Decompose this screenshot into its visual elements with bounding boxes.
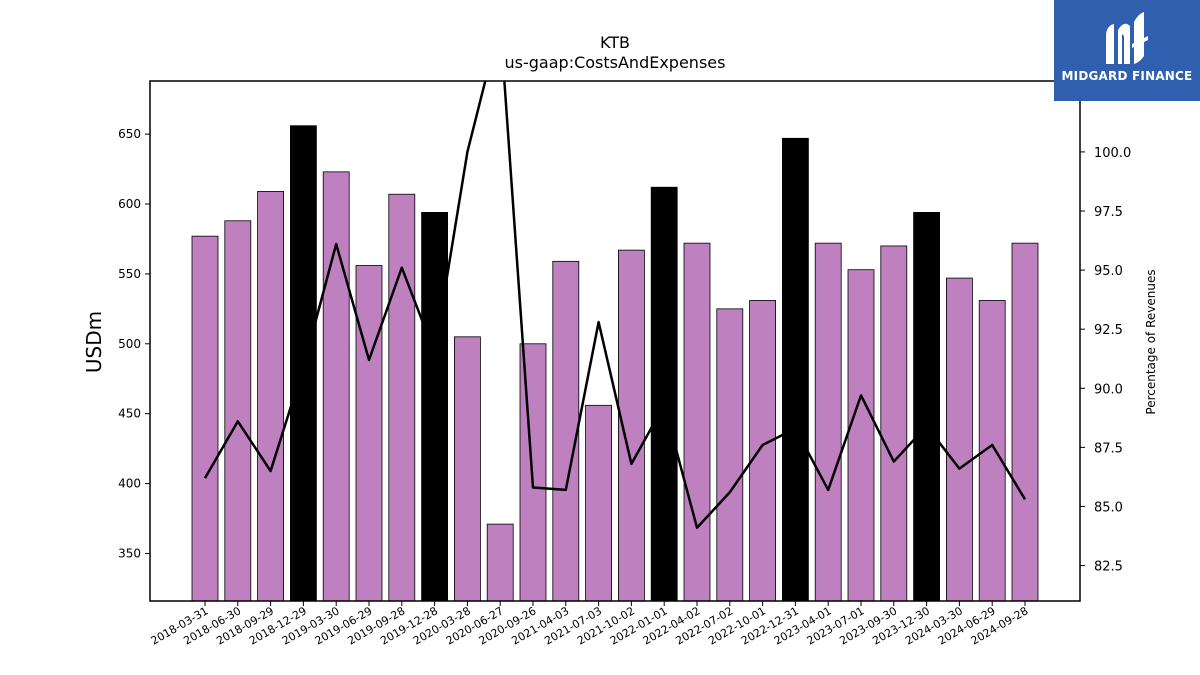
y-tick-label: 350	[118, 546, 141, 560]
bar	[847, 269, 875, 601]
y2-tick-label: 97.5	[1094, 205, 1123, 220]
bar	[388, 193, 416, 601]
y-axis-label: USDm	[82, 311, 106, 373]
bar	[716, 308, 744, 601]
bar-group	[191, 125, 1039, 601]
y2-tick-label: 90.0	[1094, 382, 1123, 397]
brand-logo: MIDGARD FINANCE	[1054, 0, 1200, 101]
brand-name: MIDGARD FINANCE	[1061, 69, 1193, 83]
y2-axis-label: Percentage of Revenues	[1144, 269, 1158, 414]
y2-tick-label: 87.5	[1094, 441, 1123, 456]
bar	[782, 137, 809, 601]
bar	[355, 265, 383, 601]
bar	[421, 211, 449, 601]
bar	[880, 245, 908, 601]
plot-frame	[149, 80, 1081, 602]
bar	[257, 191, 285, 601]
line-group	[203, 81, 1027, 529]
percentage-line	[203, 81, 1027, 529]
y2-tick-label: 95.0	[1094, 264, 1123, 279]
bar	[814, 242, 842, 601]
bar	[913, 211, 940, 601]
y2-tick-label: 85.0	[1094, 500, 1123, 515]
bar	[749, 300, 776, 601]
chart-subtitle: us-gaap:CostsAndExpenses	[505, 53, 726, 72]
y2-tick-label: 82.5	[1094, 560, 1123, 575]
bar	[683, 242, 711, 601]
bar	[650, 186, 678, 601]
bar	[1011, 242, 1039, 601]
bar	[946, 277, 973, 601]
bar	[322, 171, 350, 601]
bar	[453, 336, 481, 601]
bar	[585, 404, 612, 601]
chart-title: KTB	[600, 33, 630, 52]
bar	[191, 235, 219, 601]
y-tick-label: 550	[118, 267, 141, 281]
y2-tick-label: 92.5	[1094, 323, 1123, 338]
bar	[552, 260, 580, 601]
y-tick-label: 650	[118, 127, 141, 141]
x-axis: 2018-03-312018-06-302018-09-292018-12-29…	[149, 601, 1031, 648]
y-tick-label: 450	[118, 407, 141, 421]
bar	[486, 523, 514, 601]
midgard-logo-icon	[1106, 12, 1148, 64]
y-tick-label: 400	[118, 477, 141, 491]
y-tick-label: 500	[118, 337, 141, 351]
bar	[224, 220, 252, 601]
left-axis: 350 400 450 500 550 600 650	[118, 127, 150, 560]
y2-tick-label: 100.0	[1094, 146, 1131, 161]
y-tick-label: 600	[118, 197, 141, 211]
